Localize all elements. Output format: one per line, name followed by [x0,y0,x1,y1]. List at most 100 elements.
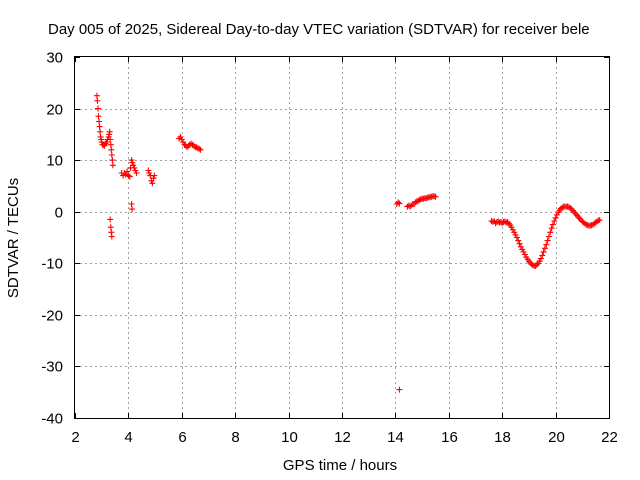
data-point [543,241,550,248]
data-point [129,159,136,166]
data-point [94,97,101,104]
x-tick-label: 8 [231,429,239,446]
data-point [125,172,132,179]
data-point [544,237,551,244]
data-point [396,386,403,393]
data-point [181,141,188,148]
data-point [517,243,524,250]
y-axis-label: SDTVAR / TECUs [5,178,22,298]
chart-title: Day 005 of 2025, Sidereal Day-to-day VTE… [48,21,590,38]
data-point [128,157,135,164]
data-point [180,139,187,146]
data-point [396,200,403,207]
data-point [521,251,528,258]
data-point [516,240,523,247]
y-tick-label: 20 [46,102,63,119]
data-point [146,170,153,176]
data-point [567,205,574,212]
data-point [549,221,556,228]
x-tick-label: 16 [441,429,458,446]
data-point [96,123,103,130]
data-point [553,211,560,218]
data-point [131,164,138,171]
data-point [511,229,518,236]
data-point [97,128,104,135]
data-point [109,157,116,164]
data-point [149,180,156,187]
data-point [548,225,555,232]
data-point [520,248,527,255]
data-point [126,173,133,180]
data-point [95,105,101,112]
data-point [547,229,554,236]
data-point [108,146,115,153]
y-tick-label: -30 [41,359,63,376]
data-point [177,133,184,140]
x-axis-label: GPS time / hours [283,457,397,474]
data-point [532,262,539,269]
data-point [431,193,438,200]
data-point [596,217,603,223]
data-point [540,248,547,255]
grid [75,57,609,418]
data-point [559,204,566,211]
data-point [539,252,546,259]
data-point [106,128,113,135]
data-point [107,216,114,223]
data-point [130,162,137,169]
x-tick-label: 12 [334,429,351,446]
data-point [512,231,519,238]
data-point [545,233,552,240]
plot-frame [74,56,610,419]
data-point [151,172,158,179]
x-tick-label: 22 [601,429,618,446]
data-points [93,92,603,393]
data-point [107,141,114,148]
data-point [93,92,100,99]
y-tick-label: -10 [41,256,63,273]
x-tick-label: 18 [494,429,511,446]
data-point [416,196,423,203]
data-point [178,136,185,143]
data-point [407,203,414,210]
data-point [97,133,104,140]
data-point [108,152,115,158]
data-point [120,172,127,179]
data-point [129,206,136,213]
data-point [150,175,157,182]
data-point [96,118,102,125]
x-tick-label: 20 [548,429,565,446]
data-point [513,234,520,241]
data-point [109,162,116,169]
y-tick-label: 30 [46,50,63,67]
data-point [432,193,439,200]
data-point [541,245,548,252]
data-point [124,168,131,175]
data-point [128,201,135,207]
data-point [103,139,110,146]
x-tick-label: 2 [71,429,79,446]
x-tick-label: 10 [281,429,298,446]
data-point [533,261,540,268]
data-point [189,141,196,148]
axis-ticks: 2 4 6 8 10 12 14 16 18 20 22 30 20 10 0 -10 -20 -30 -40 [41,50,618,447]
data-point [197,146,204,153]
data-point [196,145,203,152]
data-point [552,214,559,221]
data-point [537,255,544,262]
data-point [515,237,522,244]
data-point [122,171,129,178]
y-tick-label: 0 [55,205,63,222]
y-tick-label: 10 [46,153,63,170]
data-point [107,136,114,143]
data-point [95,113,102,120]
x-tick-label: 14 [387,429,404,446]
data-point [108,233,115,240]
data-point [107,224,114,231]
data-point [536,258,543,265]
x-tick-label: 6 [178,429,186,446]
data-point [395,199,402,206]
y-tick-label: -40 [41,411,63,428]
data-point [133,170,140,176]
